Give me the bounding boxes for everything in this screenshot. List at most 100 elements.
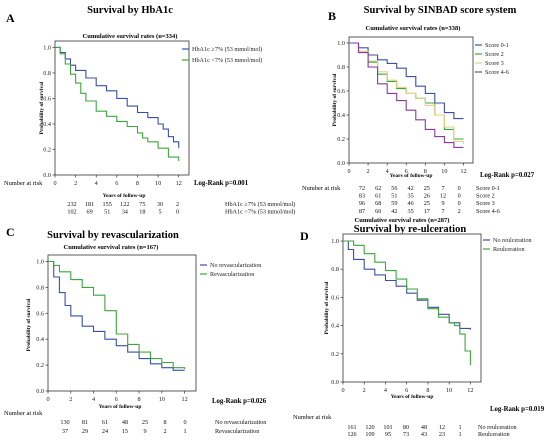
risk-count: 126: [347, 431, 356, 438]
panel-a-plot-area: [54, 40, 190, 176]
x-tick-label: 12: [182, 396, 188, 403]
risk-count: 51: [104, 209, 110, 216]
y-tick-label: 0.6: [36, 310, 44, 317]
risk-row-label: HbA1c <7% (53 mmol/mol): [225, 209, 295, 216]
panel-b-title: Survival by SINBAD score system: [364, 5, 517, 16]
y-tick-label: 0.0: [337, 160, 345, 167]
legend-label: HbA1c <7% (53 mmol/mol): [192, 57, 262, 64]
risk-row-label: Revascularization: [215, 428, 259, 435]
risk-count: 48: [421, 424, 427, 431]
panel-b-yticks: 0.0 0.2 0.4 0.6 0.8 1.0: [337, 40, 349, 167]
risk-count: 0: [183, 419, 186, 426]
panel-d-ylabel: Probability of survival: [324, 281, 330, 334]
risk-count: 18: [139, 209, 145, 216]
risk-count: 25: [424, 185, 430, 192]
risk-count: 7: [441, 185, 444, 192]
panel-a-letter: A: [6, 11, 15, 25]
risk-count: 81: [82, 419, 88, 426]
x-tick-label: 0: [46, 396, 49, 403]
panel-d: D Survival by re-ulceration Cumulative s…: [293, 217, 545, 438]
panel-c-logrank: Log-Rank p=0.026: [212, 398, 267, 405]
risk-count: 95: [385, 431, 391, 438]
risk-count: 96: [359, 200, 365, 207]
panel-b-logrank: Log-Rank p=0.027: [480, 172, 535, 179]
risk-count: 48: [122, 419, 128, 426]
risk-count: 23: [439, 431, 445, 438]
y-tick-label: 0.4: [36, 336, 44, 343]
x-tick-label: 8: [426, 387, 429, 394]
risk-count: 109: [365, 431, 374, 438]
legend-label: Reulceration: [493, 246, 525, 253]
risk-count: 0: [458, 200, 461, 207]
x-tick-label: 0: [341, 387, 344, 394]
risk-count: 37: [62, 428, 68, 435]
survival-curve: [349, 42, 464, 148]
x-tick-label: 4: [92, 396, 95, 403]
risk-count: 102: [67, 209, 76, 216]
risk-count: 42: [391, 208, 397, 215]
panel-b-subtitle: Cumulative survival rates (n=338): [366, 25, 461, 32]
panel-a-xticks: 0 2 4 6 8 10 12: [53, 175, 182, 187]
panel-d-curves: [343, 240, 471, 366]
panel-a-logrank: Log-Rank p=0.001: [194, 180, 249, 187]
x-tick-label: 10: [441, 168, 447, 175]
y-tick-label: 0.0: [331, 379, 339, 386]
risk-row-label: Score 0-1: [476, 185, 500, 192]
y-tick-label: 1.0: [331, 238, 339, 245]
panel-c-curves: [48, 260, 186, 371]
x-tick-label: 2: [69, 396, 72, 403]
panel-a-curves: [55, 46, 180, 161]
risk-count: 42: [408, 185, 414, 192]
panel-c-xticks: 0 2 4 6 8 10 12: [46, 391, 188, 403]
panel-a-risk-table: 232 181 155 122 75 30 2 HbA1c ≥7% (53 mmol/mol)…: [67, 201, 295, 216]
risk-count: 12: [439, 424, 445, 431]
y-tick-label: 0.8: [331, 266, 339, 273]
risk-count: 9: [143, 428, 146, 435]
risk-count: 83: [359, 193, 365, 200]
risk-count: 60: [375, 208, 381, 215]
x-tick-label: 4: [384, 387, 387, 394]
risk-count: 0: [458, 193, 461, 200]
y-tick-label: 0.2: [43, 146, 51, 153]
risk-count: 59: [391, 200, 397, 207]
x-tick-label: 8: [424, 168, 427, 175]
risk-count: 35: [408, 208, 414, 215]
x-tick-label: 12: [467, 387, 473, 394]
y-tick-label: 0.4: [43, 121, 51, 128]
legend-label: Score 4-6: [485, 69, 509, 76]
risk-row-label: HbA1c ≥7% (53 mmol/mol): [225, 201, 295, 208]
panel-d-letter: D: [300, 229, 309, 243]
y-tick-label: 1.0: [36, 258, 44, 265]
legend-label: HbA1c ≥7% (53 mmol/mol): [192, 46, 262, 53]
panel-b-ylabel: Probability of survival: [332, 73, 338, 126]
legend-label: Revascularization: [210, 271, 254, 278]
risk-count: 24: [102, 428, 108, 435]
risk-count: 1: [458, 424, 461, 431]
survival-curve: [55, 46, 180, 149]
x-tick-label: 4: [386, 168, 389, 175]
legend-label: Score 0-1: [485, 42, 509, 49]
panel-a-risk-label: Number at risk: [4, 180, 43, 187]
risk-count: 73: [403, 431, 409, 438]
panel-a-title: Survival by HbA1c: [87, 5, 173, 16]
y-tick-label: 0.8: [43, 70, 51, 77]
risk-count: 1: [183, 428, 186, 435]
panel-d-subtitle: Cumulative survival rates (n=287): [355, 217, 450, 224]
y-tick-label: 0.0: [36, 388, 44, 395]
risk-count: 161: [347, 424, 356, 431]
risk-count: 35: [408, 193, 414, 200]
survival-curve: [343, 240, 471, 366]
survival-curve: [48, 260, 186, 369]
risk-count: 68: [375, 200, 381, 207]
x-tick-label: 0: [53, 180, 56, 187]
risk-count: 62: [375, 185, 381, 192]
risk-count: 9: [441, 200, 444, 207]
survival-curve: [48, 260, 185, 371]
panel-a-yticks: 0.0 0.2 0.4 0.6 0.8 1.0: [43, 44, 55, 179]
risk-count: 181: [85, 201, 94, 208]
risk-count: 7: [441, 208, 444, 215]
y-tick-label: 1.0: [337, 40, 345, 47]
risk-row-label: No revascularization: [215, 419, 266, 426]
